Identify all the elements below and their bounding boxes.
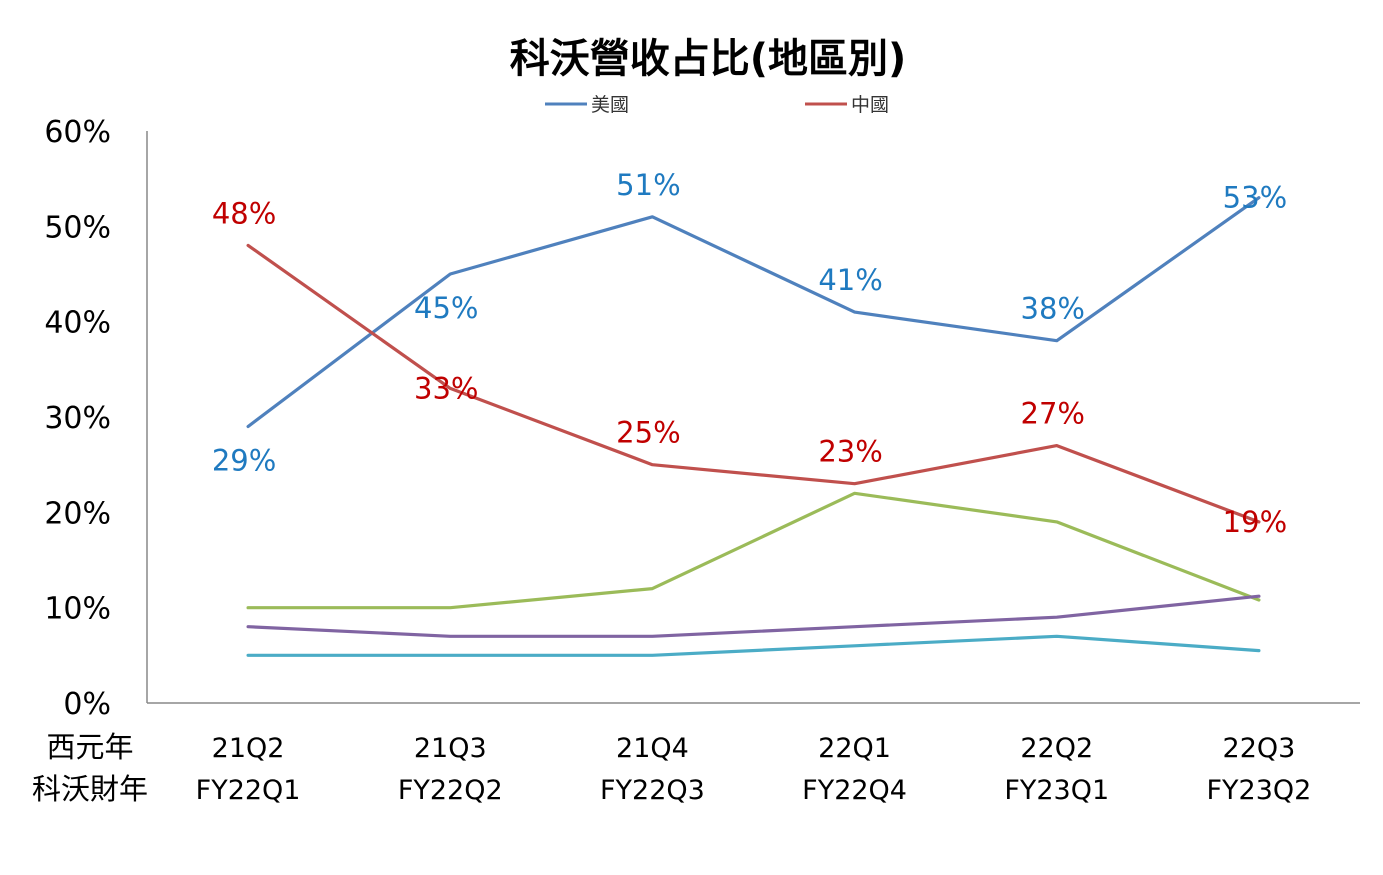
data-label: 27% — [1021, 397, 1085, 431]
x-tick-label-fiscal: FY23Q2 — [1207, 775, 1312, 806]
data-label: 29% — [212, 444, 276, 478]
x-tick-label-fiscal: FY23Q1 — [1004, 775, 1109, 806]
y-tick-label: 40% — [44, 306, 111, 341]
x-tick-label-year: 22Q2 — [1020, 733, 1093, 764]
x-tick-label-fiscal: FY22Q3 — [600, 775, 705, 806]
x-tick-label-fiscal: FY22Q1 — [196, 775, 301, 806]
x-header-fiscal: 科沃財年 — [32, 772, 148, 806]
y-tick-label: 60% — [44, 115, 111, 150]
chart-title: 科沃營收占比(地區別) — [510, 36, 907, 82]
y-tick-label: 30% — [44, 401, 111, 436]
data-label: 48% — [212, 196, 276, 230]
x-tick-label-year: 21Q2 — [212, 733, 285, 764]
y-tick-label: 0% — [63, 687, 111, 722]
series-line-5 — [246, 634, 1261, 657]
series-line-1 — [246, 196, 1261, 429]
series-line-3 — [246, 491, 1261, 610]
y-axis: 0% 10% 20% 30% 40% 50% 60% — [44, 115, 148, 722]
x-header-year: 西元年 — [46, 730, 133, 764]
data-label: 33% — [414, 371, 478, 405]
x-tick-label-year: 22Q1 — [818, 733, 891, 764]
y-tick-label: 10% — [44, 592, 111, 627]
data-label: 25% — [616, 416, 680, 450]
data-labels: 29% 45% 51% 41% 38% 53% 48% 33% 25% 23% 27% 19% — [212, 168, 1287, 539]
x-tick-label-fiscal: FY22Q4 — [802, 775, 907, 806]
series-line-4 — [246, 594, 1261, 638]
data-label: 38% — [1021, 292, 1085, 326]
data-label: 19% — [1223, 505, 1287, 539]
y-tick-label: 50% — [44, 210, 111, 245]
x-tick-label-year: 22Q3 — [1223, 733, 1296, 764]
data-label: 51% — [616, 168, 680, 202]
x-tick-label-year: 21Q4 — [616, 733, 689, 764]
legend: 美國 中國 — [545, 94, 889, 116]
x-tick-label-fiscal: FY22Q2 — [398, 775, 503, 806]
data-label: 23% — [818, 435, 882, 469]
series-line-2 — [246, 243, 1261, 524]
legend-label: 中國 — [851, 94, 889, 116]
data-label: 45% — [414, 291, 478, 325]
legend-label: 美國 — [591, 94, 629, 116]
x-tick-label-year: 21Q3 — [414, 733, 487, 764]
y-tick-label: 20% — [44, 496, 111, 531]
data-label: 53% — [1223, 181, 1287, 215]
series-lines — [246, 196, 1261, 657]
x-axis: 21Q2 FY22Q1 21Q3 FY22Q2 21Q4 FY22Q3 22Q1 FY22Q4… — [147, 702, 1360, 806]
data-label: 41% — [818, 263, 882, 297]
